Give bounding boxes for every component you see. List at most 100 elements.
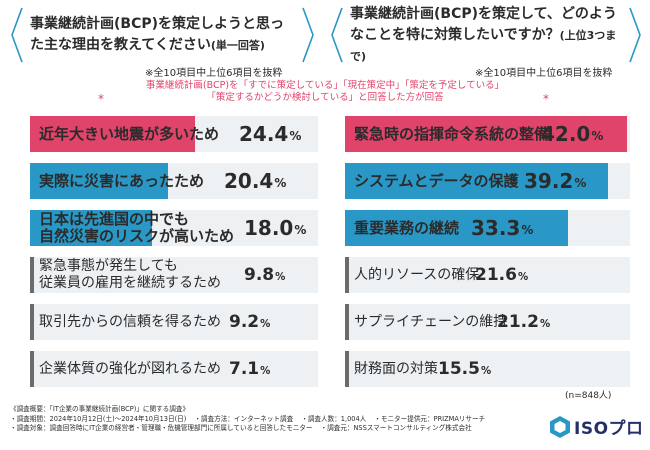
bar-label: 近年大きい地震が多いため xyxy=(39,116,219,152)
bar-value-number: 42.0 xyxy=(541,122,591,146)
respondent-note: 事業継続計画(BCP)を「すでに策定している」「現在策定中」「策定を予定している… xyxy=(145,80,505,103)
bar-value-unit: % xyxy=(539,318,551,330)
bar xyxy=(30,116,195,152)
asterisk-mark: * xyxy=(98,92,104,106)
bar-value-number: 33.3 xyxy=(471,216,521,240)
bar-label-line: サプライチェーンの維持 xyxy=(354,313,508,330)
bar xyxy=(345,163,608,199)
bar-label: 緊急事態が発生しても 従業員の雇用を継続するため xyxy=(39,257,221,293)
bar-label-line: 自然災害のリスクが高いため xyxy=(39,227,235,245)
bar-label: 企業体質の強化が図れるため xyxy=(39,351,221,387)
logo-text: ISOプロ xyxy=(574,419,644,439)
bar-value-unit: % xyxy=(289,129,302,144)
bar-row: 企業体質の強化が図れるため 7.1% xyxy=(30,351,318,387)
bar xyxy=(30,351,34,387)
bar xyxy=(345,304,349,340)
hexagon-logo-icon xyxy=(550,415,570,438)
bar-value-unit: % xyxy=(517,271,529,283)
bar-row: 緊急時の指揮命令系統の整備 42.0% xyxy=(345,116,630,152)
bar-value-unit: % xyxy=(480,365,492,377)
bar-row: 重要業務の継続 33.3% xyxy=(345,210,630,246)
bar-value-number: 24.4 xyxy=(239,122,289,146)
left-question-text: 事業継続計画(BCP)を策定しようと思った主な理由を教えてください(単一回答) xyxy=(30,16,285,53)
bar-value-number: 18.0 xyxy=(244,216,294,240)
bar-label: 財務面の対策 xyxy=(354,351,438,387)
bar-value-number: 21.2 xyxy=(497,312,539,332)
bar-label: 日本は先進国の中でも 自然災害のリスクが高いため xyxy=(39,210,234,246)
bar-value-unit: % xyxy=(574,176,587,191)
bar-row: 人的リソースの確保 21.6% xyxy=(345,257,630,293)
bar-row: 取引先からの信頼を得るため 9.2% xyxy=(30,304,318,340)
bar-value: 21.6% xyxy=(475,257,528,293)
sample-size: (n=848人) xyxy=(565,391,612,401)
bar-value: 39.2% xyxy=(524,163,586,199)
bar-row: 近年大きい地震が多いため 24.4% xyxy=(30,116,318,152)
bar-value: 33.3% xyxy=(471,210,533,246)
bar-label: 取引先からの信頼を得るため xyxy=(39,304,221,340)
asterisk-mark: * xyxy=(543,92,549,106)
left-excerpt-note: ※全10項目中上位6項目を抜粋 xyxy=(145,68,283,79)
bar-label: 重要業務の継続 xyxy=(354,210,459,246)
footer-line: ・調査期間：2024年10月12日(土)〜2024年10月13日(日) ・調査方法… xyxy=(10,414,486,423)
bar-value-number: 15.5 xyxy=(438,359,480,379)
bar-value-number: 20.4 xyxy=(224,169,274,193)
right-excerpt-note: ※全10項目中上位6項目を抜粋 xyxy=(475,68,613,79)
bar-value-number: 9.2 xyxy=(229,312,260,332)
bar-value-unit: % xyxy=(294,223,307,238)
bar-value: 15.5% xyxy=(438,351,491,387)
left-bracket-icon xyxy=(330,6,344,64)
bar xyxy=(345,116,627,152)
bar xyxy=(345,351,349,387)
iso-pro-logo: ISOプロ xyxy=(549,414,644,439)
bar-value: 9.2% xyxy=(229,304,270,340)
bar-label-line: 日本は先進国の中でも xyxy=(39,210,190,228)
bar-value-unit: % xyxy=(274,176,287,191)
bar-value-unit: % xyxy=(521,223,534,238)
bar-label-line: 緊急事態が発生しても xyxy=(39,258,178,274)
right-question-text: 事業継続計画(BCP)を策定して、どのようなことを特に対策したいですか？(上位3… xyxy=(350,5,617,63)
bar-label: 緊急時の指揮命令系統の整備 xyxy=(354,116,549,152)
bar xyxy=(30,210,152,246)
bar-value: 42.0% xyxy=(541,116,603,152)
bar-value-unit: % xyxy=(275,271,286,283)
bar-value: 24.4% xyxy=(239,116,301,152)
bar-label: 実際に災害にあったため xyxy=(39,163,204,199)
bar-label: システムとデータの保護 xyxy=(354,163,519,199)
bar xyxy=(30,163,168,199)
bar xyxy=(30,304,34,340)
bar-value-number: 9.8 xyxy=(244,265,275,285)
bar-value-unit: % xyxy=(260,365,271,377)
survey-footer: 《調査概要：「IT企業の事業継続計画(BCP)」に関する調査》 ・調査期間：20… xyxy=(10,405,493,434)
bar-value-unit: % xyxy=(591,129,604,144)
bar-label-line: 人的リソースの確保 xyxy=(354,266,480,283)
bar-label-line: 重要業務の継続 xyxy=(354,218,460,237)
bar xyxy=(345,210,568,246)
bar-label-line: システムとデータの保護 xyxy=(354,171,519,190)
bar-value: 18.0% xyxy=(244,210,306,246)
bar-value-number: 21.6 xyxy=(475,265,517,285)
bar-row: 財務面の対策 15.5% xyxy=(345,351,630,387)
bar-label-line: 緊急時の指揮命令系統の整備 xyxy=(354,124,550,143)
bar-row: 実際に災害にあったため 20.4% xyxy=(30,163,318,199)
footer-line: ・調査対象：調査回答時にIT企業の経営者・管理職・危機管理部門に所属していると回… xyxy=(10,424,472,433)
bar-row: 緊急事態が発生しても 従業員の雇用を継続するため 9.8% xyxy=(30,257,318,293)
right-question-header: 事業継続計画(BCP)を策定して、どのようなことを特に対策したいですか？(上位3… xyxy=(330,0,642,70)
bar-value: 20.4% xyxy=(224,163,286,199)
bar-row: システムとデータの保護 39.2% xyxy=(345,163,630,199)
bar xyxy=(30,257,34,293)
bar-label-line: 実際に災害にあったため xyxy=(39,171,205,190)
left-question-header: 事業継続計画(BCP)を策定しようと思った主な理由を教えてください(単一回答) xyxy=(10,0,315,70)
right-bracket-icon xyxy=(628,6,642,64)
bar-label-line: 近年大きい地震が多いため xyxy=(39,124,220,143)
bar-label-line: 従業員の雇用を継続するため xyxy=(39,275,221,291)
bar-value-number: 7.1 xyxy=(229,359,260,379)
bar-row: サプライチェーンの維持 21.2% xyxy=(345,304,630,340)
bar-label-line: 取引先からの信頼を得るため xyxy=(39,313,221,330)
right-bracket-icon xyxy=(301,6,315,64)
bar-label-line: 財務面の対策 xyxy=(354,360,438,377)
left-bracket-icon xyxy=(10,6,24,64)
bar-label-line: 企業体質の強化が図れるため xyxy=(39,360,221,377)
bar-value: 9.8% xyxy=(244,257,285,293)
bar-label: サプライチェーンの維持 xyxy=(354,304,507,340)
bar xyxy=(345,257,349,293)
